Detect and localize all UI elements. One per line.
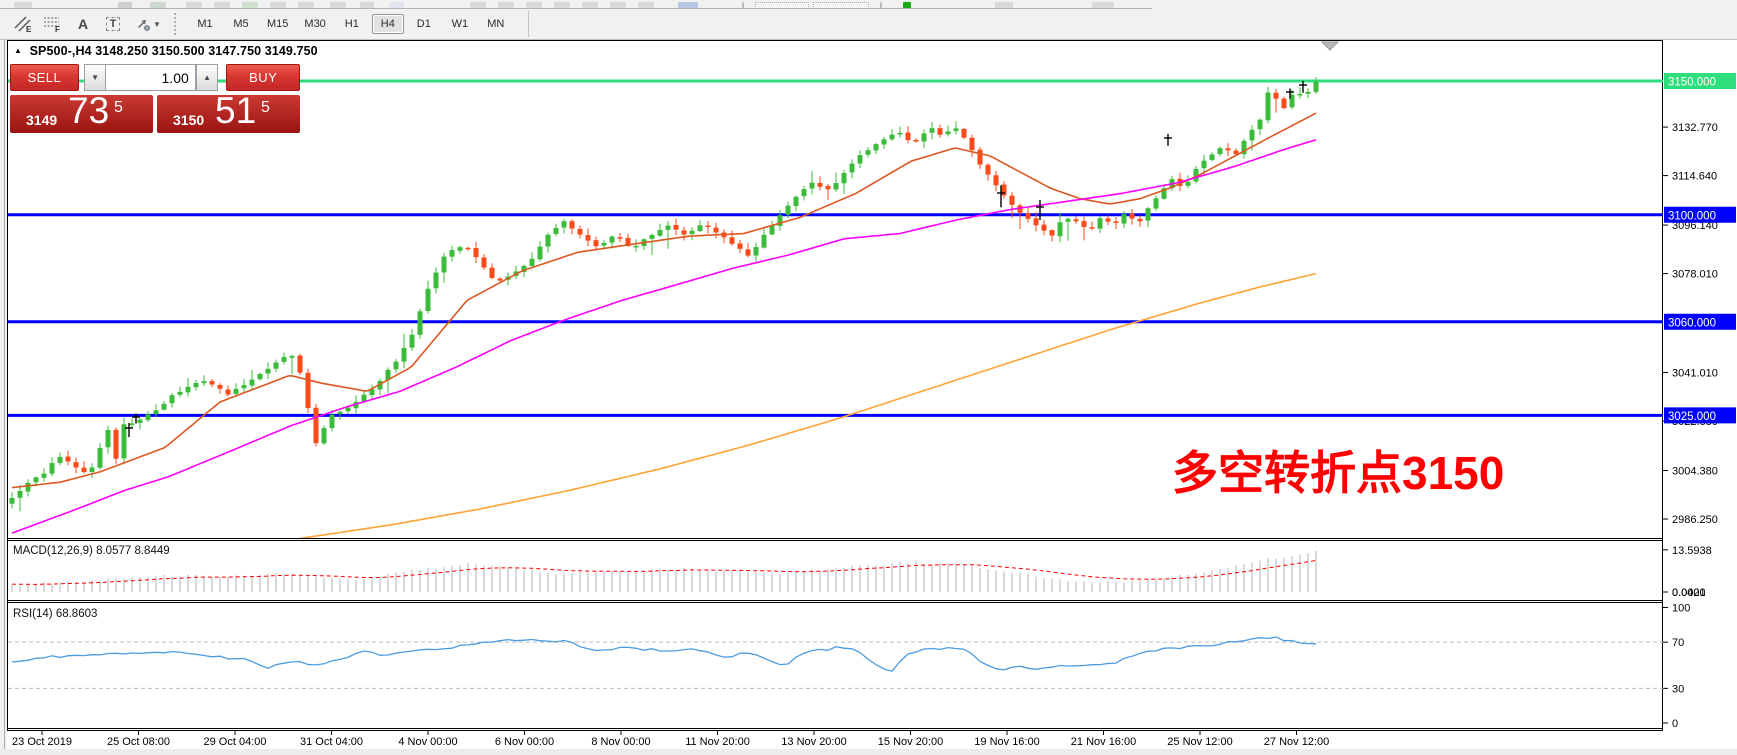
one-click-trading-panel: SELL ▼ ▲ BUY 3149 73 5 3150 51 5	[10, 64, 301, 133]
chart-shift-triangle-icon	[1320, 41, 1340, 51]
time-axis-label: 8 Nov 00:00	[591, 736, 650, 748]
arrows-icon	[138, 20, 150, 31]
svg-text:3060.000: 3060.000	[1668, 317, 1716, 329]
bid-price-main: 73	[68, 90, 110, 131]
ohlc-values-label: 3148.250 3150.500 3147.750 3149.750	[95, 44, 318, 58]
text-tool-icon: A	[77, 16, 89, 32]
svg-text:13.5938: 13.5938	[1672, 545, 1712, 557]
time-axis-label: 13 Nov 20:00	[781, 736, 846, 748]
bid-price-prefix: 3149	[26, 112, 58, 128]
svg-text:2986.250: 2986.250	[1672, 514, 1718, 526]
candlestick-series	[9, 77, 1319, 512]
timeframe-button-H4[interactable]: H4	[371, 14, 404, 34]
chevron-down-icon: ▼	[153, 19, 161, 29]
svg-text:100: 100	[1672, 603, 1690, 615]
macd-indicator-label: MACD(12,26,9) 8.0577 8.8449	[13, 545, 170, 557]
toolbar-separator	[527, 11, 529, 37]
svg-text:3100.000: 3100.000	[1668, 210, 1716, 222]
svg-text:3025.000: 3025.000	[1668, 411, 1716, 423]
rsi-panel	[8, 636, 1663, 689]
time-axis-label: 11 Nov 20:00	[685, 736, 750, 748]
svg-text:30: 30	[1672, 683, 1684, 695]
time-axis-label: 27 Nov 12:00	[1264, 736, 1329, 748]
time-axis-label: 31 Oct 04:00	[300, 736, 363, 748]
svg-text:F: F	[55, 25, 60, 33]
text-label-icon: T	[105, 17, 121, 31]
svg-text:0.0000: 0.0000	[1672, 587, 1706, 599]
collapse-arrow-icon[interactable]: ▲	[14, 46, 23, 55]
timeframe-button-H1[interactable]: H1	[344, 18, 359, 30]
svg-text:70: 70	[1672, 637, 1684, 649]
price-tag-3100.000	[1664, 206, 1736, 223]
ask-price-prefix: 3150	[173, 112, 205, 128]
price-tag-3060.000	[1664, 313, 1736, 330]
equidistant-channel-tool-button[interactable]: E	[10, 11, 36, 37]
ask-price-main: 51	[215, 90, 257, 131]
svg-text:3150.000: 3150.000	[1668, 77, 1716, 89]
svg-text:3004.380: 3004.380	[1672, 466, 1718, 478]
equidistant-channel-icon: E	[14, 16, 32, 33]
text-label-tool-button[interactable]: T	[100, 11, 126, 37]
time-axis-label: 19 Nov 16:00	[974, 736, 1039, 748]
bid-quote-display[interactable]: 3149 73 5	[10, 90, 153, 133]
volume-increase-button[interactable]: ▲	[195, 64, 219, 91]
chart-annotation-text: 多空转折点3150	[1172, 447, 1504, 499]
time-axis-label: 29 Oct 04:00	[204, 736, 267, 748]
chart-title: ▲ SP500-,H4 3148.250 3150.500 3147.750 3…	[14, 44, 318, 58]
sell-button[interactable]: SELL	[10, 64, 79, 91]
timeframe-button-MN[interactable]: MN	[487, 18, 505, 30]
moving-average-lines	[11, 112, 1317, 538]
timeframe-button-M1[interactable]: M1	[197, 18, 213, 30]
ask-quote-display[interactable]: 3150 51 5	[157, 90, 300, 133]
timeframe-button-M5[interactable]: M5	[233, 18, 249, 30]
trade-markers	[125, 80, 1307, 438]
svg-text:3114.640: 3114.640	[1672, 171, 1717, 183]
svg-text:3041.010: 3041.010	[1672, 368, 1718, 380]
text-tool-button[interactable]: A	[70, 11, 96, 37]
time-axis[interactable]: 23 Oct 2019 25 Oct 08:00 29 Oct 04:00 31 Oc…	[12, 731, 1329, 748]
time-axis-label: 25 Nov 12:00	[1167, 736, 1232, 748]
svg-text:3132.770: 3132.770	[1672, 122, 1718, 134]
time-axis-label: 4 Nov 00:00	[398, 736, 457, 748]
macd-panel	[11, 550, 1317, 592]
toolbar-edge-line	[0, 8, 1152, 9]
clipped-main-toolbar	[0, 0, 1737, 11]
volume-field-wrap	[105, 64, 196, 91]
price-axis[interactable]: 3132.770 3114.640 3096.140 3078.010 3041.010…	[1663, 73, 1736, 730]
fibonacci-tool-button[interactable]: F	[40, 11, 66, 37]
price-tag-3025.000	[1664, 407, 1736, 424]
timeframe-button-D1[interactable]: D1	[416, 18, 431, 30]
fibonacci-icon: F	[44, 17, 60, 33]
buy-button[interactable]: BUY	[226, 64, 301, 91]
time-axis-label: 23 Oct 2019	[12, 736, 72, 748]
time-axis-label: 21 Nov 16:00	[1071, 736, 1136, 748]
volume-input[interactable]	[106, 69, 189, 86]
ask-price-pip: 5	[261, 99, 270, 116]
svg-text:E: E	[26, 25, 32, 33]
chart-frame	[0, 39, 1737, 755]
rsi-indicator-label: RSI(14) 68.8603	[13, 608, 97, 620]
time-axis-label: 6 Nov 00:00	[495, 736, 554, 748]
charts-toolbar: E F A T ▼ M1 M5 M15 M30 H1 H4 D1 W	[0, 9, 1737, 40]
timeframe-button-W1[interactable]: W1	[451, 18, 469, 30]
symbol-period-label: SP500-,H4	[29, 44, 92, 58]
time-axis-label: 15 Nov 20:00	[878, 736, 943, 748]
svg-text:3096.140: 3096.140	[1672, 220, 1718, 232]
timeframe-button-M15[interactable]: M15	[267, 18, 289, 30]
toolbar-grip[interactable]	[174, 13, 181, 35]
volume-decrease-button[interactable]: ▼	[83, 64, 106, 91]
timeframe-button-group: M1 M5 M15 M30 H1 H4 D1 W1 MN	[187, 14, 514, 34]
svg-text:3078.010: 3078.010	[1672, 269, 1718, 281]
bid-price-pip: 5	[114, 99, 123, 116]
arrows-tool-button[interactable]: ▼	[130, 11, 166, 37]
time-axis-label: 25 Oct 08:00	[107, 736, 170, 748]
svg-text:0.0421: 0.0421	[1672, 587, 1706, 599]
svg-text:0: 0	[1672, 718, 1678, 730]
price-tag-3150.000	[1664, 73, 1736, 89]
timeframe-button-M30[interactable]: M30	[304, 18, 326, 30]
